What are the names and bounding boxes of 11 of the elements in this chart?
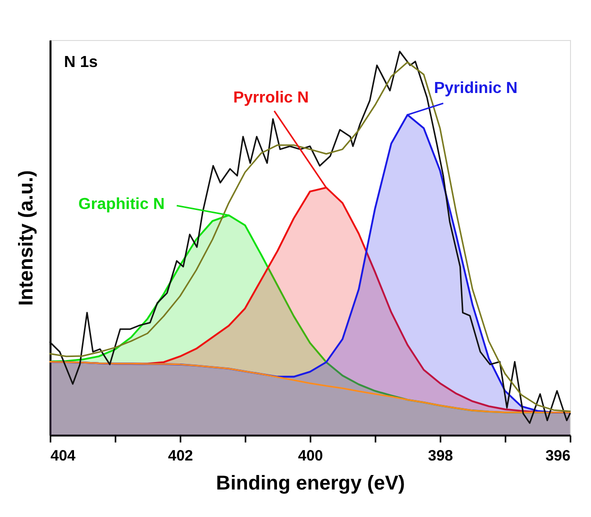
x-tick-label: 400 — [298, 448, 324, 464]
series-label: Pyridinic N — [434, 80, 518, 97]
x-axis-title: Binding energy (eV) — [216, 472, 405, 494]
x-tick-label: 396 — [545, 448, 570, 464]
x-tick-label: 398 — [428, 448, 454, 464]
annotation: N 1s — [64, 54, 98, 71]
x-tick-label: 404 — [50, 448, 76, 464]
x-tick-label: 402 — [168, 448, 194, 464]
y-axis-title: Intensity (a.u.) — [16, 170, 38, 306]
text: Pyrrolic N — [233, 90, 309, 107]
legend-label: Graphitic N — [78, 196, 165, 213]
